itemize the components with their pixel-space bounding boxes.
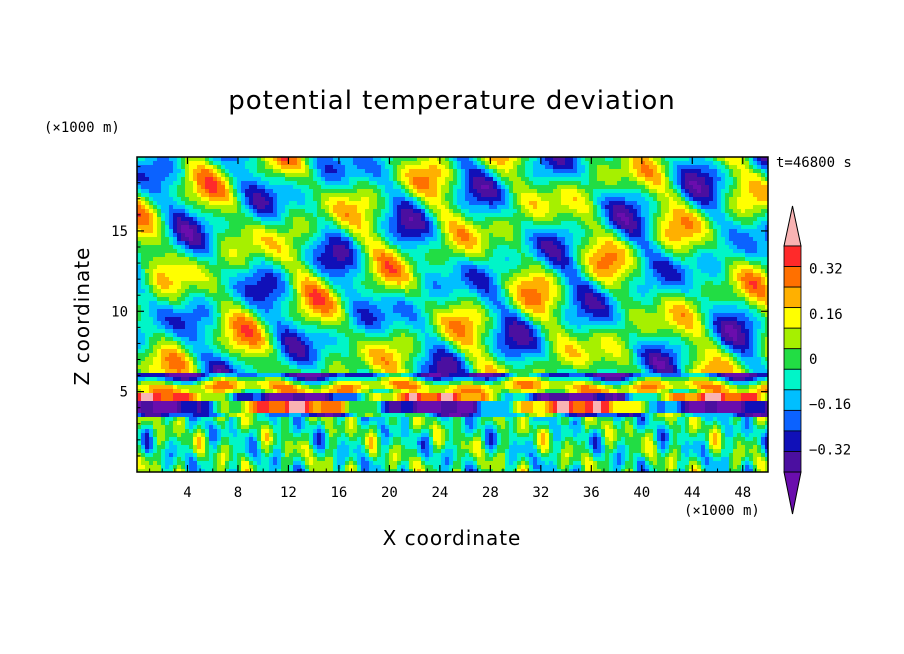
- colorbar-box: [783, 451, 802, 473]
- colorbar-box: [783, 368, 802, 391]
- x-axis: 4 8 12 16 20 24 28 32 36 40 44 48: [149, 157, 756, 501]
- colorbar-tick-label: −0.32: [809, 442, 851, 458]
- colorbar-tick-label: −0.16: [809, 397, 851, 413]
- x-tick-label: 36: [583, 485, 600, 501]
- y-axis-label: Z coordinate: [70, 246, 94, 386]
- x-tick-label: 44: [684, 485, 701, 501]
- colorbar-box: [783, 430, 802, 452]
- x-tick-label: 40: [633, 485, 650, 501]
- colorbar-box: [783, 245, 802, 267]
- colorbar-tick-label: 0: [809, 352, 817, 368]
- colorbar-box: [783, 327, 802, 350]
- y-axis: 5 10 15: [111, 166, 768, 457]
- y-tick-label: 5: [120, 385, 128, 401]
- contour-field: [137, 157, 768, 472]
- colorbar-extend-bottom: [783, 471, 802, 515]
- colorbar-box: [783, 409, 802, 432]
- y-axis-unit: (×1000 m): [44, 120, 120, 136]
- x-tick-label: 24: [431, 485, 448, 501]
- colorbar-box: [783, 348, 802, 370]
- x-tick-label: 4: [183, 485, 191, 501]
- x-tick-label: 32: [532, 485, 549, 501]
- colorbar-tick-label: 0.32: [809, 262, 843, 278]
- colorbar: −0.32 −0.16 0 0.16 0.32: [783, 205, 851, 515]
- colorbar-box: [783, 307, 802, 329]
- time-label: t=46800 s: [776, 155, 852, 171]
- y-tick-label: 15: [111, 224, 128, 240]
- x-tick-label: 8: [234, 485, 242, 501]
- chart-title: potential temperature deviation: [228, 86, 676, 116]
- y-tick-label: 10: [111, 304, 128, 320]
- x-axis-unit: (×1000 m): [684, 503, 760, 519]
- x-tick-label: 20: [381, 485, 398, 501]
- colorbar-tick-label: 0.16: [809, 307, 843, 323]
- colorbar-box: [783, 266, 802, 288]
- x-tick-label: 16: [330, 485, 347, 501]
- x-tick-label: 48: [734, 485, 751, 501]
- x-axis-label: X coordinate: [382, 526, 522, 550]
- x-tick-label: 12: [280, 485, 297, 501]
- colorbar-box: [783, 286, 802, 309]
- colorbar-extend-top: [783, 205, 802, 247]
- colorbar-box: [783, 389, 802, 411]
- x-tick-label: 28: [482, 485, 499, 501]
